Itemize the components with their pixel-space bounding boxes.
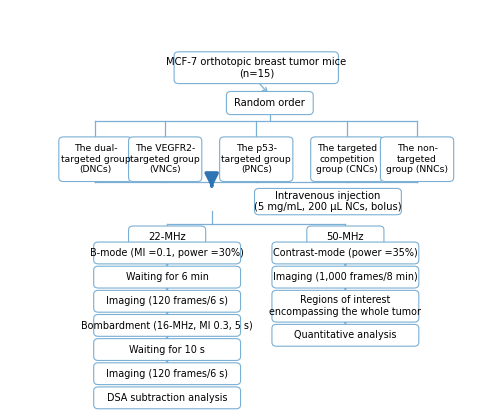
Text: B-mode (MI =0.1, power =30%): B-mode (MI =0.1, power =30%): [90, 248, 244, 258]
FancyBboxPatch shape: [307, 226, 384, 248]
FancyBboxPatch shape: [94, 339, 240, 360]
FancyBboxPatch shape: [272, 266, 419, 288]
Text: Contrast-mode (power =35%): Contrast-mode (power =35%): [273, 248, 418, 258]
FancyBboxPatch shape: [128, 137, 202, 181]
Text: Regions of interest
encompassing the whole tumor: Regions of interest encompassing the who…: [270, 295, 422, 317]
FancyBboxPatch shape: [94, 266, 240, 288]
Text: Imaging (120 frames/6 s): Imaging (120 frames/6 s): [106, 296, 228, 306]
FancyBboxPatch shape: [272, 290, 419, 322]
FancyBboxPatch shape: [272, 242, 419, 264]
FancyBboxPatch shape: [254, 188, 402, 215]
Text: 22-MHz: 22-MHz: [148, 232, 186, 242]
FancyBboxPatch shape: [94, 314, 240, 337]
Text: Waiting for 10 s: Waiting for 10 s: [129, 344, 205, 354]
Text: Imaging (1,000 frames/8 min): Imaging (1,000 frames/8 min): [273, 272, 418, 282]
Text: The non-
targeted
group (NNCs): The non- targeted group (NNCs): [386, 144, 448, 174]
FancyBboxPatch shape: [59, 137, 132, 181]
Text: 50-MHz: 50-MHz: [326, 232, 364, 242]
Text: The targeted
competition
group (CNCs): The targeted competition group (CNCs): [316, 144, 378, 174]
Text: The VEGFR2-
targeted group
(VNCs): The VEGFR2- targeted group (VNCs): [130, 144, 200, 174]
Text: Random order: Random order: [234, 98, 305, 108]
FancyBboxPatch shape: [94, 242, 240, 264]
Text: The p53-
targeted group
(PNCs): The p53- targeted group (PNCs): [222, 144, 291, 174]
Text: The dual-
targeted group
(DNCs): The dual- targeted group (DNCs): [60, 144, 130, 174]
FancyBboxPatch shape: [380, 137, 454, 181]
Text: Intravenous injection
(5 mg/mL, 200 μL NCs, bolus): Intravenous injection (5 mg/mL, 200 μL N…: [254, 191, 402, 212]
FancyBboxPatch shape: [94, 290, 240, 312]
FancyBboxPatch shape: [220, 137, 293, 181]
FancyBboxPatch shape: [94, 387, 240, 409]
FancyBboxPatch shape: [128, 226, 206, 248]
Text: Quantitative analysis: Quantitative analysis: [294, 330, 396, 340]
Text: Bombardment (16-MHz, MI 0.3, 5 s): Bombardment (16-MHz, MI 0.3, 5 s): [81, 320, 253, 330]
FancyBboxPatch shape: [226, 91, 313, 115]
FancyBboxPatch shape: [310, 137, 384, 181]
FancyBboxPatch shape: [174, 52, 338, 83]
FancyBboxPatch shape: [94, 363, 240, 384]
Text: MCF-7 orthotopic breast tumor mice
(n=15): MCF-7 orthotopic breast tumor mice (n=15…: [166, 57, 346, 78]
Text: Imaging (120 frames/6 s): Imaging (120 frames/6 s): [106, 369, 228, 379]
Text: DSA subtraction analysis: DSA subtraction analysis: [107, 393, 228, 403]
FancyBboxPatch shape: [272, 324, 419, 346]
Text: Waiting for 6 min: Waiting for 6 min: [126, 272, 208, 282]
